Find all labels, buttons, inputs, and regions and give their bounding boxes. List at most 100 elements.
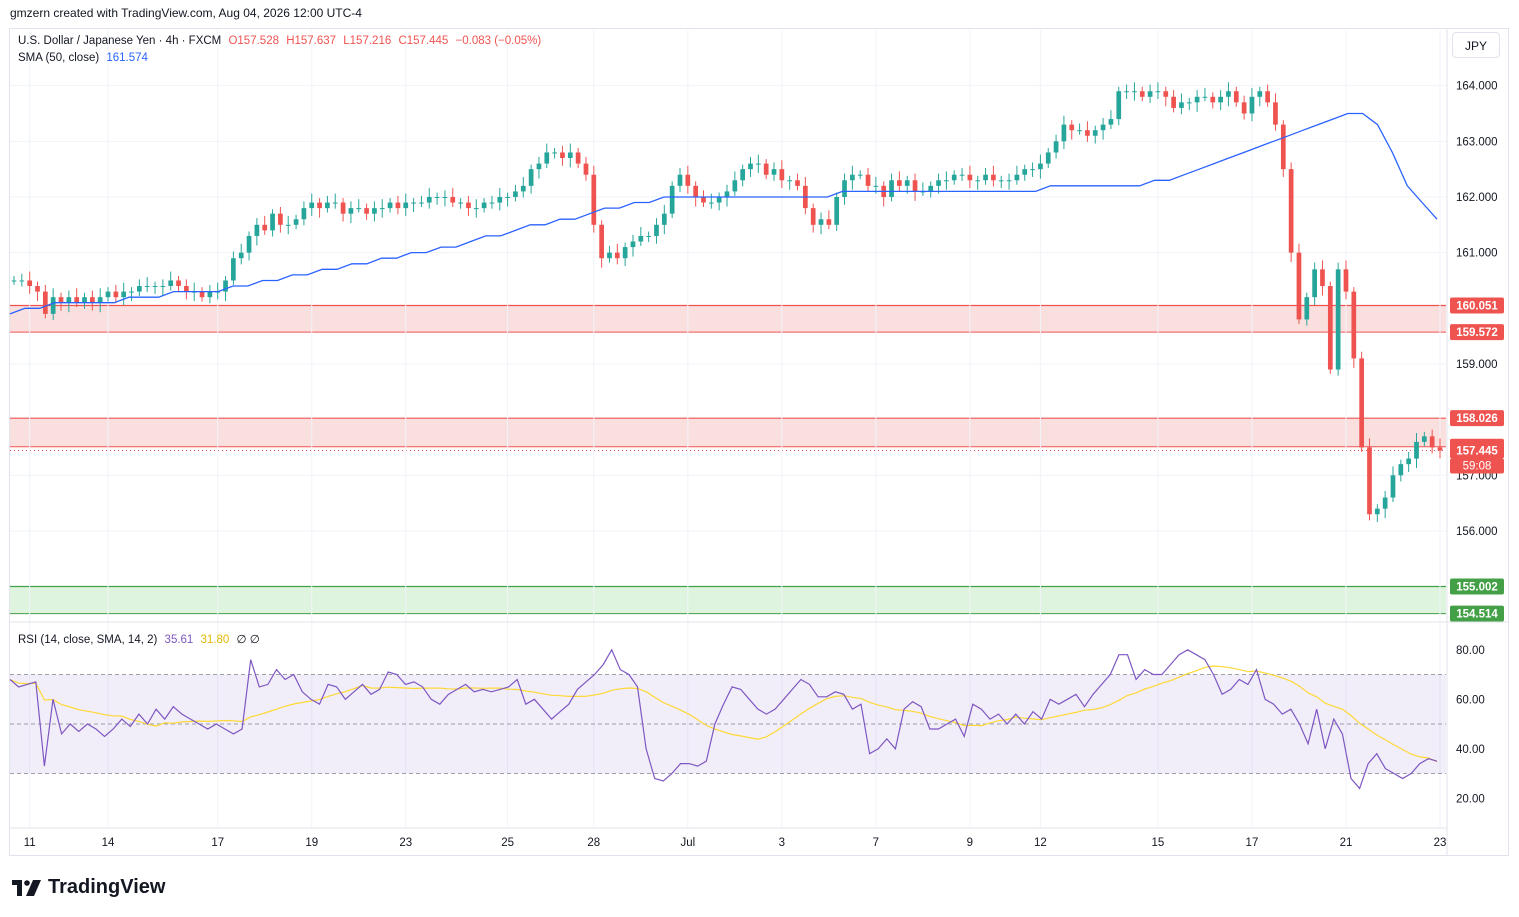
candle-body: [1045, 152, 1051, 164]
candle-body: [630, 241, 636, 248]
candle-body: [1061, 124, 1067, 142]
candle-body: [1312, 269, 1317, 298]
time-tick-label: 17: [211, 837, 224, 849]
price-label-box: [1450, 324, 1504, 341]
time-tick-label: 12: [1034, 837, 1047, 849]
candle-body: [552, 152, 557, 154]
candle-body: [928, 185, 934, 192]
candle-body: [779, 169, 785, 181]
candle-body: [528, 169, 534, 186]
candle-body: [50, 297, 56, 314]
candle-body: [74, 297, 80, 303]
candle-body: [897, 180, 902, 186]
candle-body: [144, 286, 150, 288]
candle-body: [309, 202, 315, 209]
candle-body: [497, 196, 503, 203]
candle-body: [998, 180, 1004, 182]
candle-body: [889, 180, 894, 197]
candle-body: [332, 202, 338, 204]
candle-body: [661, 213, 667, 225]
candle-body: [677, 174, 683, 186]
candle-body: [1406, 458, 1412, 465]
candle-body: [1257, 91, 1263, 97]
candle-body: [599, 224, 604, 259]
candle-body: [983, 174, 988, 181]
candle-body: [1398, 464, 1404, 476]
candle-body: [724, 191, 730, 197]
legend-rsi-label: RSI (14, close, SMA, 14, 2): [18, 634, 158, 646]
candle-body: [1421, 436, 1427, 442]
candle-body: [450, 196, 456, 203]
candle-body: [857, 174, 863, 176]
candle-body: [434, 196, 440, 198]
candle-body: [904, 180, 910, 186]
candle-body: [1335, 269, 1341, 370]
rsi-layer: [9, 648, 1446, 790]
candle-body: [1202, 96, 1208, 98]
candle-body: [238, 252, 244, 259]
candle-body: [560, 152, 565, 159]
candle-body: [231, 258, 236, 281]
candle-body: [1038, 163, 1043, 170]
candle-body: [160, 286, 166, 288]
candle-body: [1100, 124, 1106, 131]
currency-unit-button[interactable]: JPY: [1452, 32, 1500, 58]
time-tick-label: 19: [305, 837, 318, 849]
tradingview-brand: TradingView: [48, 876, 166, 898]
candle-body: [11, 280, 17, 282]
legend-open: O157.528: [228, 35, 279, 47]
price-tick-label: 159.000: [1456, 359, 1498, 371]
candle-body: [285, 224, 291, 226]
candle-body: [105, 291, 111, 298]
legend-close: C157.445: [398, 35, 449, 47]
price-label-text: 155.002: [1456, 581, 1498, 593]
candle-body: [638, 235, 644, 242]
candle-body: [82, 297, 87, 303]
candle-body: [1194, 96, 1200, 103]
candle-body: [35, 286, 40, 292]
candle-body: [873, 185, 879, 187]
candle-body: [708, 202, 714, 204]
rsi-tick-label: 80.00: [1456, 645, 1485, 657]
legend-symbol: U.S. Dollar / Japanese Yen · 4h · FXCM: [18, 35, 222, 47]
candle-body: [262, 224, 268, 231]
time-tick-label: 23: [1434, 837, 1447, 849]
candle-body: [834, 196, 840, 225]
candle-body: [505, 196, 510, 198]
candle-body: [348, 208, 354, 214]
candle-body: [1139, 91, 1145, 97]
candle-body: [842, 180, 847, 197]
time-tick-label: Jul: [680, 837, 695, 849]
rsi-tick-label: 40.00: [1456, 744, 1485, 756]
legend-sma-value: 161.574: [106, 52, 148, 64]
candle-body: [1343, 269, 1349, 292]
candle-body: [716, 196, 722, 203]
price-tick-label: 164.000: [1456, 81, 1498, 93]
sma-line: [9, 112, 1438, 315]
axes-layer: 164.000163.000162.000161.000159.000157.0…: [10, 29, 1508, 856]
legend-sma-label: SMA (50, close): [18, 52, 100, 64]
candle-body: [207, 291, 213, 298]
candle-body: [442, 196, 448, 198]
candle-body: [1085, 130, 1090, 136]
price-label-box: [1450, 410, 1504, 427]
candle-body: [951, 174, 957, 181]
attribution-text: gmzern created with TradingView.com, Aug…: [10, 6, 362, 20]
price-tick-label: 156.000: [1456, 526, 1498, 538]
candle-body: [372, 208, 377, 214]
price-label-box: [1450, 578, 1504, 595]
candle-body: [795, 180, 800, 186]
candle-body: [748, 163, 753, 170]
price-label-text: 157.445: [1456, 446, 1498, 458]
candle-body: [1210, 96, 1216, 103]
candle-body: [1382, 497, 1388, 509]
sma-layer: [9, 112, 1438, 315]
candle-body: [1288, 169, 1294, 253]
time-tick-label: 7: [873, 837, 879, 849]
candle-body: [1077, 130, 1082, 132]
candle-body: [1163, 91, 1169, 97]
candle-body: [246, 235, 252, 253]
candle-body: [66, 297, 72, 303]
candle-body: [411, 202, 416, 204]
